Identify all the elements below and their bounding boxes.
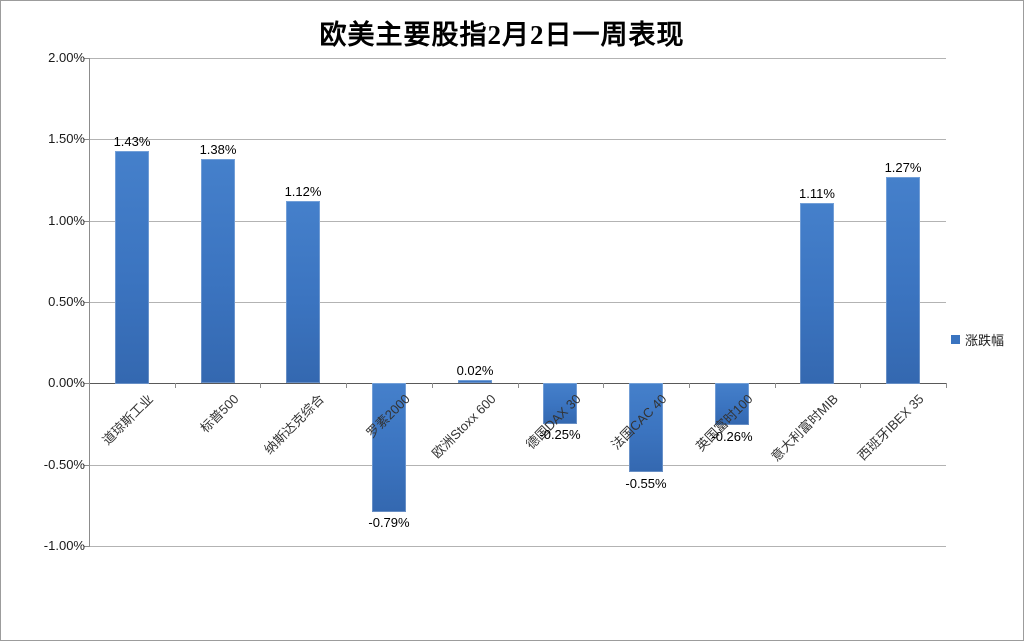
x-axis-tickmark	[946, 383, 947, 388]
data-label: 1.12%	[284, 184, 322, 199]
bar	[886, 177, 920, 384]
x-axis-tickmark	[260, 383, 261, 388]
y-axis-tickmark	[84, 383, 89, 384]
gridline	[89, 546, 946, 547]
gridline	[89, 221, 946, 222]
gridline	[89, 139, 946, 140]
gridline	[89, 58, 946, 59]
category-label: 纳斯达克综合	[261, 391, 327, 458]
bar	[458, 380, 492, 383]
bar	[201, 159, 235, 383]
y-axis-label: 2.00%	[48, 50, 85, 65]
bar	[800, 203, 834, 384]
y-axis-label: 1.00%	[48, 213, 85, 228]
category-label: 标普500	[197, 391, 242, 436]
y-axis-tickmark	[84, 58, 89, 59]
x-axis-tickmark	[89, 383, 90, 388]
gridline	[89, 302, 946, 303]
legend-label: 涨跌幅	[965, 333, 1005, 348]
data-label: 1.38%	[199, 142, 237, 157]
category-label: 欧洲Stoxx 600	[429, 391, 499, 462]
x-axis-tickmark	[860, 383, 861, 388]
data-label: 0.02%	[456, 363, 494, 378]
y-axis-tickmark	[84, 139, 89, 140]
x-axis-tickmark	[346, 383, 347, 388]
x-axis-tickmark	[603, 383, 604, 388]
data-label: -0.55%	[625, 476, 667, 491]
bar	[629, 383, 663, 472]
legend: 涨跌幅	[951, 330, 1004, 349]
gridline	[89, 465, 946, 466]
y-axis-tickmark	[84, 546, 89, 547]
data-label: -0.79%	[368, 515, 410, 530]
data-label: 1.11%	[799, 186, 835, 201]
y-axis-tickmark	[84, 465, 89, 466]
category-label: 道琼斯工业	[99, 391, 156, 448]
data-label: 1.27%	[884, 160, 922, 175]
bar	[115, 151, 149, 384]
category-label: 西班牙IBEX 35	[854, 391, 927, 464]
x-axis-tickmark	[689, 383, 690, 388]
y-axis-label: -1.00%	[43, 538, 85, 553]
y-axis-label: -0.50%	[43, 457, 85, 472]
bar	[715, 383, 749, 425]
chart-title: 欧美主要股指2月2日一周表现	[319, 20, 685, 50]
y-axis-label: 0.00%	[48, 375, 85, 390]
y-axis-label: 0.50%	[48, 294, 85, 309]
data-label: -0.25%	[539, 427, 581, 442]
category-label: 意大利富时MIB	[767, 391, 841, 465]
data-label: -0.26%	[711, 429, 753, 444]
y-axis-line	[89, 58, 90, 547]
data-label: 1.43%	[113, 134, 151, 149]
y-axis-tickmark	[84, 302, 89, 303]
y-axis-label: 1.50%	[48, 131, 85, 146]
legend-swatch-icon	[951, 335, 960, 344]
y-axis-tickmark	[84, 221, 89, 222]
x-axis-tickmark	[775, 383, 776, 388]
bar	[372, 383, 406, 512]
x-axis-tickmark	[518, 383, 519, 388]
x-axis-zero-line	[89, 383, 946, 384]
x-axis-tickmark	[175, 383, 176, 388]
x-axis-tickmark	[432, 383, 433, 388]
bar	[543, 383, 577, 424]
bar	[286, 201, 320, 383]
